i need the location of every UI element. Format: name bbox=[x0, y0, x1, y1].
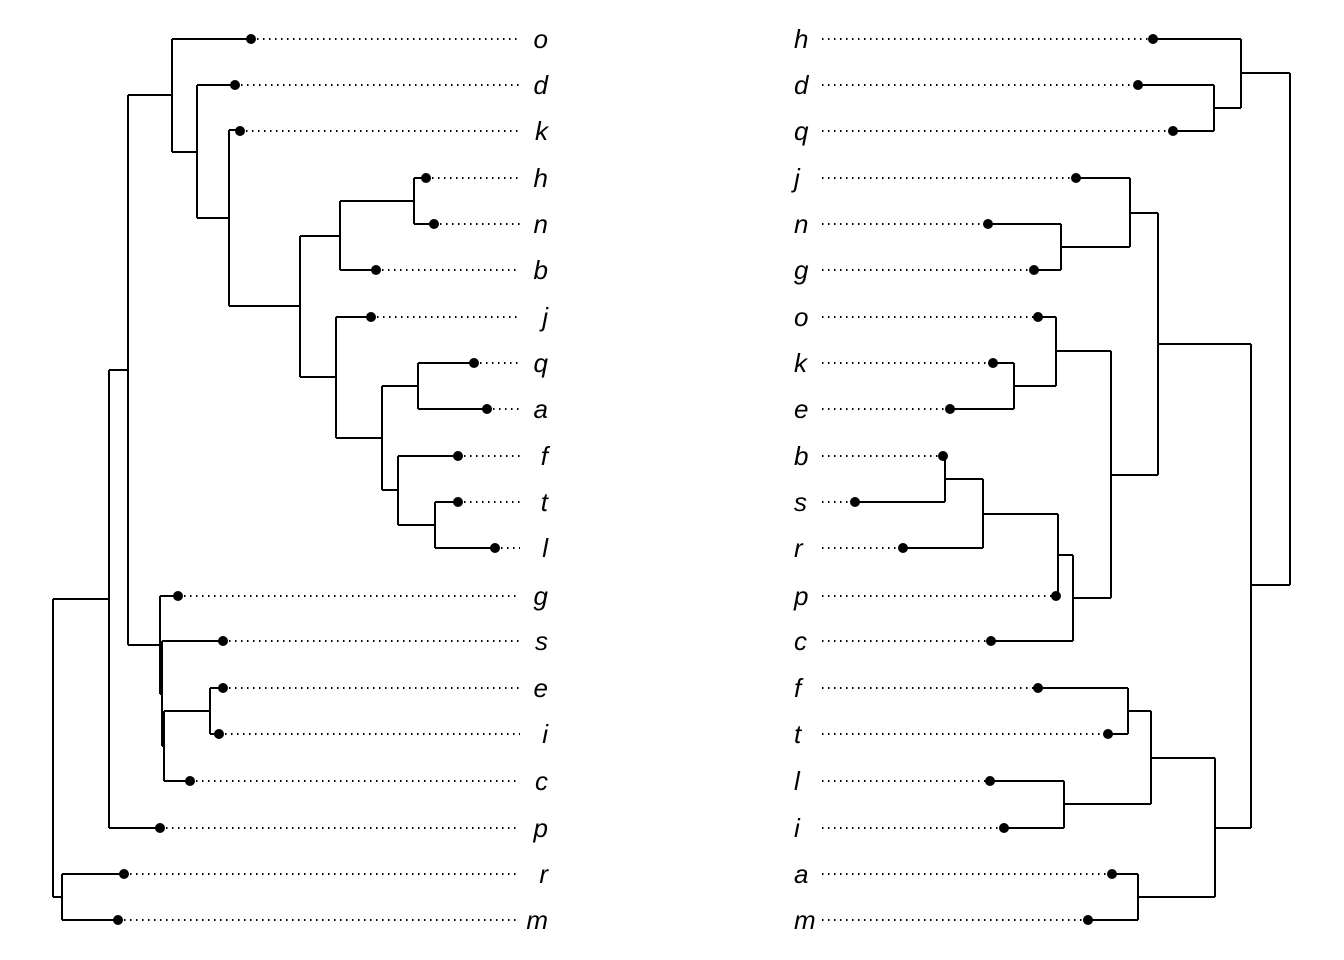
tip-dot bbox=[155, 823, 165, 833]
right-tip-label: n bbox=[794, 209, 808, 239]
left-tip-label: o bbox=[534, 24, 548, 54]
tip-dot bbox=[113, 915, 123, 925]
left-tip-label: d bbox=[534, 70, 550, 100]
left-tip-label: h bbox=[534, 163, 548, 193]
tip-dot bbox=[983, 219, 993, 229]
right-tip-label: d bbox=[794, 70, 810, 100]
right-tip-label: f bbox=[794, 673, 804, 703]
right-tip-label: p bbox=[793, 581, 808, 611]
right-tip-label: h bbox=[794, 24, 808, 54]
right-leaders bbox=[822, 38, 1173, 921]
tip-dot bbox=[230, 80, 240, 90]
right-tip-label: k bbox=[794, 348, 809, 378]
left-tip-label: p bbox=[533, 813, 548, 843]
left-tip-label: e bbox=[534, 673, 548, 703]
left-tip-label: b bbox=[534, 255, 548, 285]
right-tip-label: a bbox=[794, 859, 808, 889]
left-tip-label: r bbox=[539, 859, 549, 889]
tip-dot bbox=[1107, 869, 1117, 879]
left-tip-label: c bbox=[535, 766, 548, 796]
tip-dot bbox=[850, 497, 860, 507]
tip-dot bbox=[453, 497, 463, 507]
left-tip-label: a bbox=[534, 394, 548, 424]
tip-dot bbox=[1071, 173, 1081, 183]
right-tip-label: t bbox=[794, 719, 803, 749]
right-tip-label: m bbox=[794, 905, 816, 935]
right-tip-label: c bbox=[794, 626, 807, 656]
tip-dot bbox=[429, 219, 439, 229]
right-tip-label: q bbox=[794, 116, 809, 146]
tip-dot bbox=[999, 823, 1009, 833]
tip-dot bbox=[235, 126, 245, 136]
left-tip-label: j bbox=[539, 302, 549, 332]
tip-dot bbox=[421, 173, 431, 183]
right-tip-labels: h d q j n g o k e b s r p c f t l i a m bbox=[791, 24, 816, 935]
tip-dot bbox=[185, 776, 195, 786]
right-tip-label: s bbox=[794, 487, 807, 517]
tip-dot bbox=[371, 265, 381, 275]
left-tip-dots bbox=[113, 34, 500, 925]
right-tip-label: r bbox=[794, 533, 804, 563]
left-tip-labels: o d k h n b j q a f t l g s e i c p r m bbox=[526, 24, 550, 935]
right-tip-label: b bbox=[794, 441, 808, 471]
left-tip-label: t bbox=[541, 487, 550, 517]
tip-dot bbox=[119, 869, 129, 879]
right-tip-label: o bbox=[794, 302, 808, 332]
left-tip-label: n bbox=[534, 209, 548, 239]
tip-dot bbox=[482, 404, 492, 414]
tip-dot bbox=[898, 543, 908, 553]
right-dendrogram: h d q j n g o k e b s r p c f t l i a m bbox=[791, 24, 1291, 935]
right-tip-label: g bbox=[794, 255, 809, 285]
right-tip-dots bbox=[850, 34, 1178, 925]
left-tip-label: g bbox=[534, 581, 549, 611]
tip-dot bbox=[988, 358, 998, 368]
tip-dot bbox=[490, 543, 500, 553]
left-branches bbox=[52, 38, 495, 921]
tip-dot bbox=[1103, 729, 1113, 739]
left-tip-label: q bbox=[534, 348, 549, 378]
tip-dot bbox=[1029, 265, 1039, 275]
tip-dot bbox=[366, 312, 376, 322]
left-tip-label: m bbox=[526, 905, 548, 935]
tip-dot bbox=[1033, 312, 1043, 322]
right-branches bbox=[855, 38, 1291, 921]
tip-dot bbox=[1033, 683, 1043, 693]
right-tip-label: e bbox=[794, 394, 808, 424]
tip-dot bbox=[214, 729, 224, 739]
tip-dot bbox=[218, 683, 228, 693]
left-tip-label: f bbox=[541, 441, 551, 471]
right-tip-label: j bbox=[791, 163, 801, 193]
left-tip-label: i bbox=[542, 719, 549, 749]
tip-dot bbox=[945, 404, 955, 414]
tip-dot bbox=[1083, 915, 1093, 925]
right-tip-label: l bbox=[794, 766, 801, 796]
tip-dot bbox=[938, 451, 948, 461]
left-leaders bbox=[118, 38, 520, 921]
tip-dot bbox=[1133, 80, 1143, 90]
tip-dot bbox=[246, 34, 256, 44]
tip-dot bbox=[469, 358, 479, 368]
tip-dot bbox=[1168, 126, 1178, 136]
tip-dot bbox=[985, 776, 995, 786]
left-tip-label: k bbox=[535, 116, 550, 146]
left-tip-label: s bbox=[535, 626, 548, 656]
tip-dot bbox=[986, 636, 996, 646]
tip-dot bbox=[1148, 34, 1158, 44]
right-tip-label: i bbox=[794, 813, 801, 843]
tip-dot bbox=[453, 451, 463, 461]
tip-dot bbox=[1051, 591, 1061, 601]
left-tip-label: l bbox=[542, 533, 549, 563]
tip-dot bbox=[173, 591, 183, 601]
left-dendrogram: o d k h n b j q a f t l g s e i c p r m bbox=[52, 24, 551, 935]
tip-dot bbox=[218, 636, 228, 646]
